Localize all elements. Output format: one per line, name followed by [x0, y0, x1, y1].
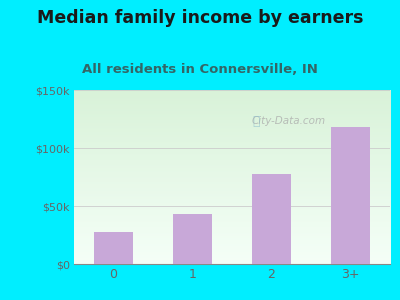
Bar: [252, 173, 291, 264]
Text: All residents in Connersville, IN: All residents in Connersville, IN: [82, 63, 318, 76]
Text: Median family income by earners: Median family income by earners: [37, 9, 363, 27]
Bar: [331, 127, 370, 264]
Text: City-Data.com: City-Data.com: [252, 116, 326, 126]
Bar: [94, 232, 133, 264]
Text: ⌕: ⌕: [252, 115, 260, 128]
Bar: [173, 214, 212, 264]
